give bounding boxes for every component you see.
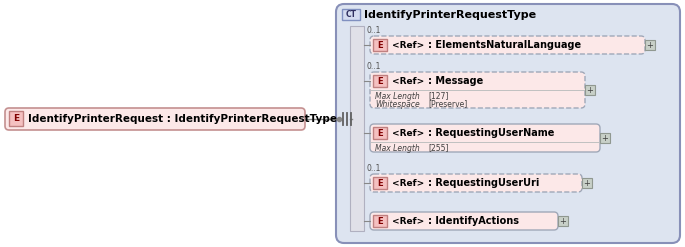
Bar bbox=[373, 39, 387, 51]
FancyBboxPatch shape bbox=[370, 72, 585, 108]
Text: Max Length: Max Length bbox=[375, 144, 420, 152]
Text: E: E bbox=[377, 217, 383, 226]
Text: E: E bbox=[13, 114, 19, 123]
Text: 0..1: 0..1 bbox=[367, 26, 382, 35]
Bar bbox=[350, 26, 364, 231]
Bar bbox=[582, 178, 592, 188]
Text: IdentifyPrinterRequestType: IdentifyPrinterRequestType bbox=[364, 9, 536, 20]
FancyBboxPatch shape bbox=[370, 124, 600, 152]
FancyBboxPatch shape bbox=[370, 36, 645, 54]
Text: +: + bbox=[586, 85, 593, 95]
Text: CT: CT bbox=[345, 10, 356, 19]
Text: E: E bbox=[377, 179, 383, 187]
Bar bbox=[645, 40, 655, 50]
Text: : Message: : Message bbox=[428, 76, 483, 86]
Text: Whitespace: Whitespace bbox=[375, 100, 420, 108]
Bar bbox=[373, 127, 387, 139]
Text: : ElementsNaturalLanguage: : ElementsNaturalLanguage bbox=[428, 40, 581, 50]
Text: [Preserve]: [Preserve] bbox=[428, 100, 467, 108]
Text: [255]: [255] bbox=[428, 144, 449, 152]
Bar bbox=[373, 75, 387, 87]
Text: Max Length: Max Length bbox=[375, 91, 420, 101]
Text: E: E bbox=[377, 41, 383, 49]
Text: E: E bbox=[377, 128, 383, 138]
Text: +: + bbox=[601, 133, 608, 143]
Text: 0..1: 0..1 bbox=[367, 164, 382, 173]
Text: E: E bbox=[377, 77, 383, 85]
Text: <Ref>: <Ref> bbox=[392, 41, 424, 49]
Bar bbox=[558, 216, 568, 226]
Text: 0..1: 0..1 bbox=[367, 62, 382, 71]
FancyBboxPatch shape bbox=[5, 108, 305, 130]
Text: [127]: [127] bbox=[428, 91, 449, 101]
Bar bbox=[342, 9, 360, 20]
Text: +: + bbox=[647, 41, 653, 49]
Text: : IdentifyActions: : IdentifyActions bbox=[428, 216, 519, 226]
Text: IdentifyPrinterRequest : IdentifyPrinterRequestType: IdentifyPrinterRequest : IdentifyPrinter… bbox=[28, 114, 337, 124]
Text: : RequestingUserUri: : RequestingUserUri bbox=[428, 178, 539, 188]
FancyBboxPatch shape bbox=[370, 174, 582, 192]
Bar bbox=[373, 177, 387, 189]
Bar bbox=[585, 85, 595, 95]
Text: <Ref>: <Ref> bbox=[392, 128, 424, 138]
Text: <Ref>: <Ref> bbox=[392, 77, 424, 85]
Bar bbox=[9, 111, 23, 126]
Text: : RequestingUserName: : RequestingUserName bbox=[428, 128, 554, 138]
Bar bbox=[373, 215, 387, 227]
Bar bbox=[600, 133, 610, 143]
FancyBboxPatch shape bbox=[336, 4, 680, 243]
Text: <Ref>: <Ref> bbox=[392, 179, 424, 187]
FancyBboxPatch shape bbox=[370, 212, 558, 230]
Text: +: + bbox=[584, 179, 590, 187]
Text: +: + bbox=[560, 217, 566, 226]
Text: <Ref>: <Ref> bbox=[392, 217, 424, 226]
